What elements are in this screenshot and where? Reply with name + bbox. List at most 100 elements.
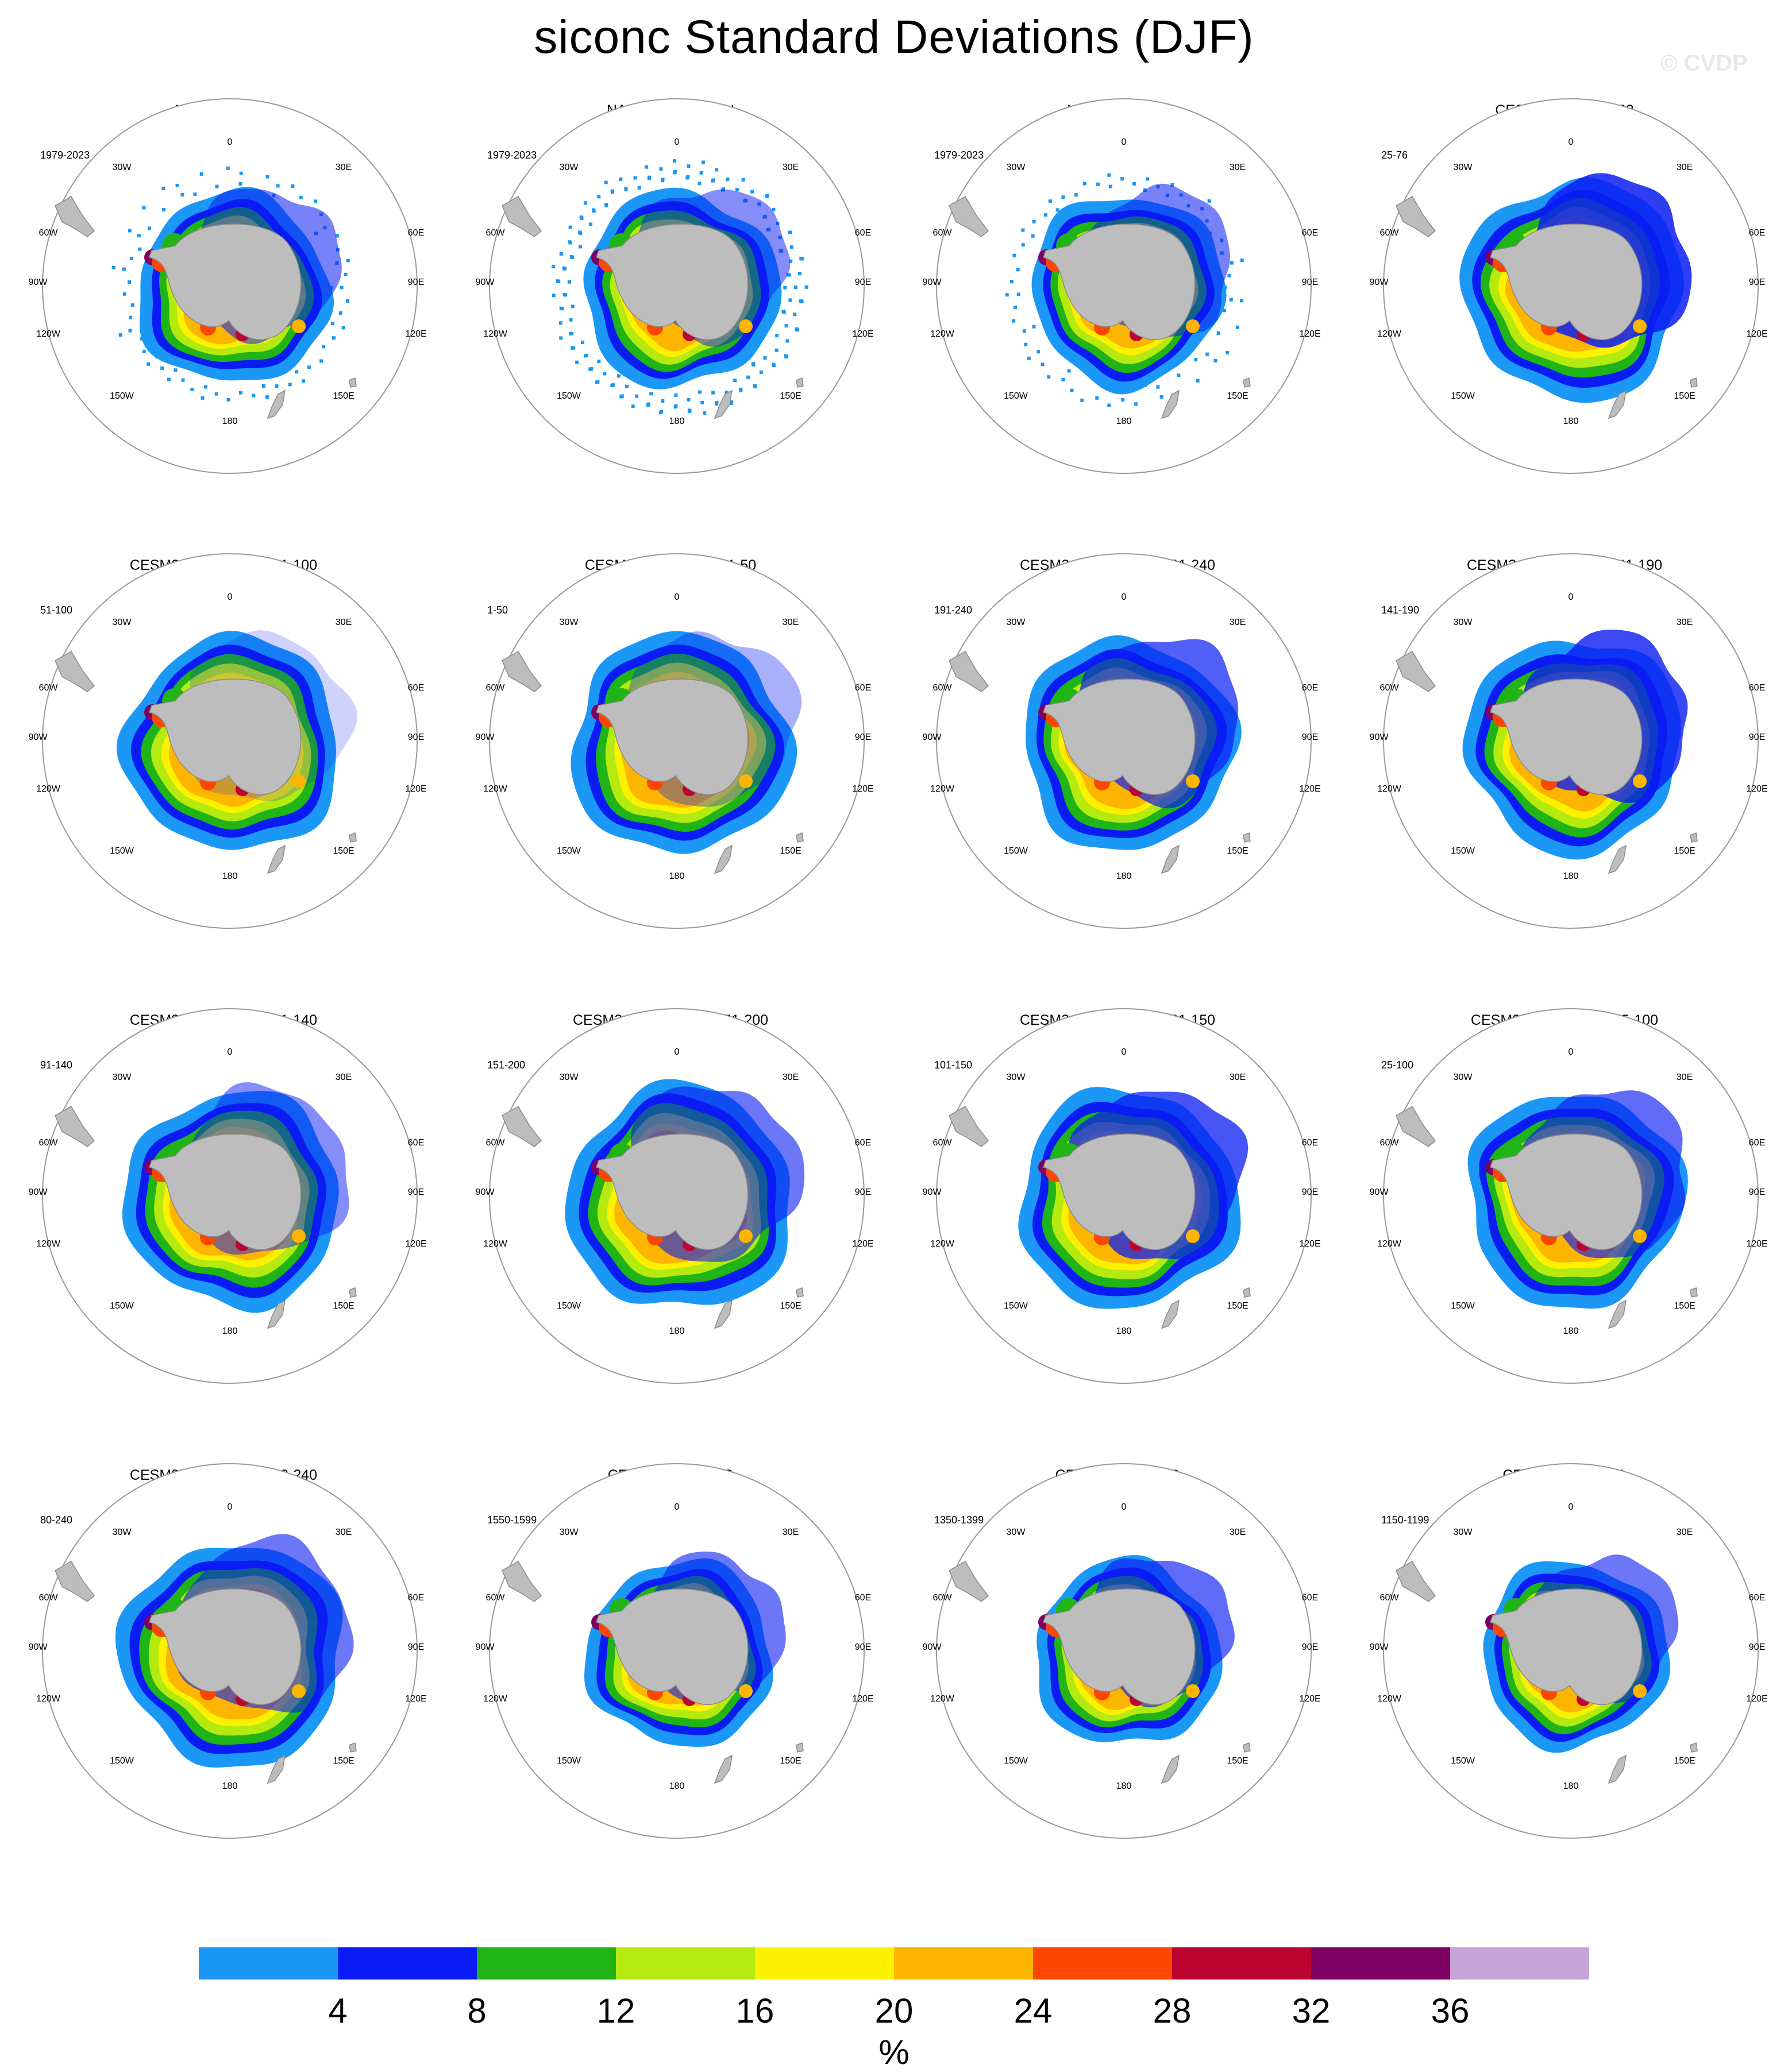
- ice-pixel: [238, 182, 242, 186]
- ice-pixel: [338, 311, 342, 315]
- longitude-label: 90E: [855, 1187, 871, 1197]
- colorbar-segment: [1311, 1947, 1450, 1980]
- ice-pixel: [649, 392, 653, 396]
- map-panel: NASA Bootstrap SH1979-2023018090W90E30W6…: [447, 0, 894, 474]
- longitude-label: 60E: [408, 1138, 424, 1148]
- ice-pixel: [295, 370, 299, 374]
- ice-pixel: [1227, 273, 1231, 277]
- ice-pixel: [265, 175, 269, 179]
- longitude-label: 0: [1569, 592, 1574, 602]
- tasmania-landmass: [1243, 1742, 1251, 1753]
- longitude-label: 120W: [930, 784, 955, 794]
- ice-pixel: [620, 394, 624, 398]
- ice-pixel: [703, 411, 707, 415]
- ice-pixel: [167, 377, 171, 381]
- ice-pixel: [140, 337, 144, 341]
- antarctica-landmass: [1490, 678, 1643, 796]
- longitude-label: 0: [1122, 592, 1127, 602]
- colorbar-tick-label: 16: [735, 1992, 774, 2030]
- ice-pixel: [570, 331, 574, 335]
- tasmania-landmass: [796, 832, 804, 843]
- longitude-label: 30W: [1007, 1072, 1026, 1082]
- ice-pixel: [1146, 177, 1149, 181]
- ice-pixel: [571, 256, 575, 259]
- ice-pixel: [698, 182, 702, 186]
- period-label: 151-200: [487, 1059, 526, 1071]
- ice-pixel: [1024, 342, 1028, 346]
- longitude-label: 30W: [1454, 618, 1473, 627]
- longitude-label: 60E: [1302, 228, 1318, 238]
- longitude-label: 90W: [476, 1187, 495, 1197]
- ice-pixel: [568, 241, 572, 245]
- colorbar-segment: [1172, 1947, 1311, 1980]
- tasmania-landmass: [1690, 1287, 1698, 1298]
- ice-pixel: [1107, 403, 1111, 407]
- longitude-label: 30E: [1677, 1072, 1693, 1082]
- longitude-label: 150E: [780, 1756, 801, 1766]
- period-label: 1-50: [487, 604, 508, 616]
- longitude-label: 30W: [1454, 1072, 1473, 1082]
- longitude-label: 150W: [110, 846, 134, 856]
- ice-pixel: [674, 404, 678, 408]
- longitude-label: 150E: [333, 1301, 354, 1311]
- south-america-landmass: [1396, 650, 1436, 692]
- map-panel: CESM3 BLT1850 121 151-200151-200018090W9…: [447, 910, 894, 1384]
- ice-pixel: [700, 400, 704, 404]
- south-america-landmass: [502, 1560, 542, 1602]
- colorbar-segment: [199, 1947, 338, 1980]
- ice-pixel: [162, 208, 166, 212]
- variability-hotspot: [292, 319, 306, 333]
- longitude-label: 90E: [1302, 277, 1318, 287]
- ice-pixel: [1005, 293, 1009, 297]
- ice-pixel: [341, 326, 345, 330]
- period-label: 1550-1599: [487, 1514, 537, 1526]
- longitude-label: 120E: [1299, 329, 1320, 339]
- ice-pixel: [1048, 199, 1052, 203]
- longitude-label: 90E: [1749, 1642, 1765, 1652]
- ice-pixel: [625, 384, 629, 388]
- ice-pixel: [735, 188, 739, 192]
- ice-pixel: [674, 393, 678, 397]
- longitude-label: 180: [1116, 1781, 1132, 1791]
- ice-pixel: [180, 192, 184, 196]
- longitude-label: 0: [1122, 1502, 1127, 1512]
- ice-pixel: [750, 190, 754, 194]
- ice-pixel: [346, 258, 350, 263]
- ice-pixel: [611, 190, 614, 194]
- ice-pixel: [1132, 182, 1136, 186]
- antarctica-landmass: [1490, 1588, 1643, 1706]
- longitude-label: 90E: [1302, 1187, 1318, 1197]
- longitude-label: 120W: [36, 784, 61, 794]
- ice-pixel: [746, 375, 750, 379]
- colorbar-segment: [616, 1947, 755, 1980]
- ice-pixel: [138, 247, 142, 251]
- ice-pixel: [763, 356, 767, 360]
- longitude-label: 150W: [110, 1301, 134, 1311]
- ice-pixel: [567, 280, 571, 284]
- ice-pixel: [715, 168, 719, 172]
- ice-pixel: [617, 374, 621, 378]
- ice-pixel: [701, 160, 705, 164]
- period-label: 91-140: [40, 1059, 73, 1071]
- longitude-label: 180: [1563, 1326, 1579, 1336]
- longitude-label: 90W: [29, 1642, 48, 1652]
- ice-pixel: [1032, 325, 1036, 329]
- longitude-label: 120E: [852, 329, 873, 339]
- longitude-label: 60W: [933, 228, 953, 238]
- longitude-label: 120E: [1746, 1239, 1767, 1249]
- longitude-label: 30E: [1230, 618, 1246, 627]
- longitude-label: 30W: [560, 1072, 579, 1082]
- antarctica-landmass: [596, 223, 749, 341]
- ice-pixel: [1226, 350, 1229, 354]
- ice-pixel: [784, 324, 788, 328]
- ice-pixel: [733, 379, 737, 383]
- antarctica-landmass: [596, 678, 749, 796]
- antarctica-landmass: [149, 223, 302, 341]
- ice-pixel: [1121, 398, 1125, 402]
- ice-pixel: [204, 385, 207, 389]
- longitude-label: 30W: [113, 1072, 132, 1082]
- ice-pixel: [659, 167, 663, 171]
- longitude-label: 120E: [852, 1694, 873, 1704]
- longitude-label: 0: [675, 137, 680, 147]
- south-america-landmass: [55, 1105, 95, 1147]
